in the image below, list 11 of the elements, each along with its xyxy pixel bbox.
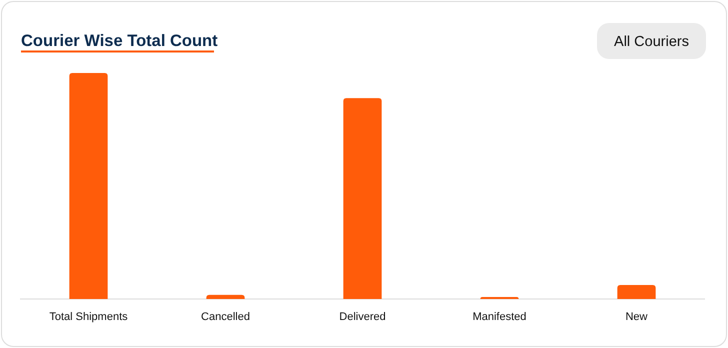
x-tick-label: Manifested [472,311,526,323]
bar [617,284,656,299]
x-tick-label: Cancelled [201,311,250,323]
x-tick-label: New [625,311,648,323]
bar [69,73,108,299]
bar [343,98,382,299]
chart-title: Courier Wise Total Count [21,32,218,50]
bar [206,294,245,299]
x-tick-label: Total Shipments [49,311,128,323]
text: All Couriers [614,34,689,50]
x-tick-label: Delivered [339,311,386,323]
